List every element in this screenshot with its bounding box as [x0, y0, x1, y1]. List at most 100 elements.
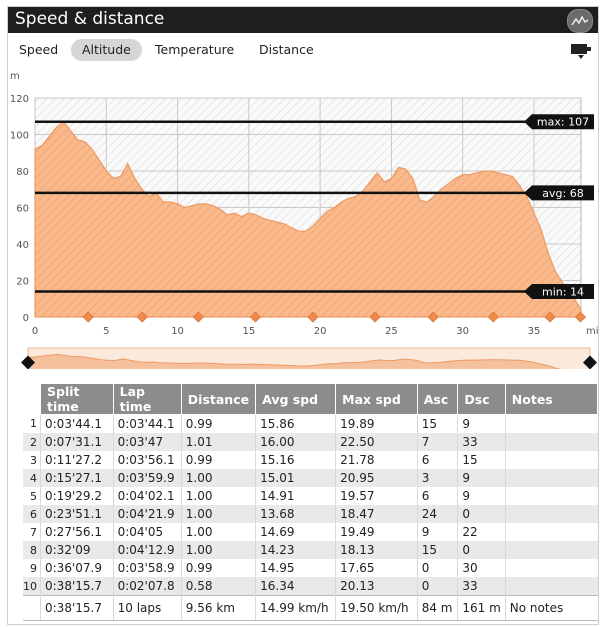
cell-split-time: 0:23'51.1	[40, 505, 114, 523]
header-notes[interactable]: Notes	[504, 383, 599, 415]
table-row[interactable]: 4 0:15'27.1 0:03'59.9 1.00 15.01 20.95 3 9	[23, 469, 598, 487]
x-tick-label: 30	[456, 326, 469, 337]
cell-dsc: 9	[457, 469, 506, 487]
altitude-chart: max: 107 avg: 68 min: 14 0 20 40 60 80 100 120 0…	[10, 71, 598, 370]
lap-marker[interactable]	[427, 311, 439, 323]
table-row[interactable]: 8 0:32'09 0:04'12.9 1.00 14.23 18.13 15 0	[23, 541, 598, 559]
cell-max-spd: 20.13	[335, 577, 418, 596]
y-tick-label: 60	[16, 204, 29, 215]
table-row[interactable]: 5 0:19'29.2 0:04'02.1 1.00 14.91 19.57 6 9	[23, 487, 598, 505]
cell-split-time: 0:07'31.1	[40, 433, 114, 451]
row-index: 3	[30, 453, 37, 467]
cell-lap-time: 0:03'44.1	[112, 414, 182, 433]
cell-asc: 9	[416, 523, 458, 541]
total-asc: 84 m	[416, 595, 458, 621]
export-icon[interactable]	[570, 42, 592, 60]
cell-distance: 1.00	[180, 487, 256, 505]
panel-title: Speed & distance	[15, 9, 165, 29]
tab-altitude[interactable]: Altitude	[71, 39, 142, 61]
cell-notes	[504, 487, 598, 505]
cell-asc: 3	[416, 469, 458, 487]
header-avg-spd[interactable]: Avg spd	[255, 383, 337, 415]
tab-speed[interactable]: Speed	[19, 42, 59, 57]
reference-label-box	[524, 283, 594, 299]
cell-distance: 1.00	[180, 505, 256, 523]
table-row[interactable]: 2 0:07'31.1 0:03'47 1.01 16.00 22.50 7 33	[23, 433, 598, 451]
cell-avg-spd: 14.91	[255, 487, 336, 505]
cell-max-spd: 19.89	[335, 414, 418, 433]
table-row[interactable]: 1 0:03'44.1 0:03'44.1 0.99 15.86 19.89 15 9	[23, 414, 598, 433]
table-header-row: Split time Lap time Distance Avg spd Max…	[23, 383, 599, 415]
range-handle-left[interactable]	[21, 355, 35, 370]
table-row[interactable]: 9 0:36'07.9 0:03'58.9 0.99 14.95 17.65 0 30	[23, 559, 598, 577]
cell-distance: 1.01	[180, 433, 256, 451]
header-lap-time[interactable]: Lap time	[112, 383, 182, 415]
cell-notes	[504, 414, 598, 433]
cell-split-time: 0:19'29.2	[40, 487, 114, 505]
cell-avg-spd: 15.01	[255, 469, 336, 487]
x-tick-label: 0	[32, 326, 38, 337]
range-handle-right[interactable]	[583, 355, 597, 370]
total-max-spd: 19.50 km/h	[335, 595, 418, 621]
row-index: 7	[30, 525, 37, 539]
cell-dsc: 33	[457, 433, 506, 451]
cell-dsc: 0	[457, 505, 506, 523]
header-split-time[interactable]: Split time	[40, 383, 114, 415]
header-max-spd[interactable]: Max spd	[335, 383, 418, 415]
tab-distance[interactable]: Distance	[259, 42, 314, 57]
cell-asc: 0	[416, 577, 458, 596]
lap-marker[interactable]	[249, 311, 261, 323]
altitude-area	[34, 120, 582, 318]
table-row[interactable]: 10 0:38'15.7 0:02'07.8 0.58 16.34 20.13 0 33	[23, 577, 598, 596]
lap-marker[interactable]	[574, 311, 586, 323]
cell-asc: 6	[416, 487, 458, 505]
header-asc[interactable]: Asc	[416, 383, 459, 415]
cell-dsc: 30	[457, 559, 506, 577]
y-tick-label: 100	[10, 131, 29, 142]
cell-avg-spd: 13.68	[255, 505, 336, 523]
reference-label: max: 107	[537, 116, 589, 129]
lap-marker[interactable]	[544, 311, 556, 323]
cell-lap-time: 0:03'47	[112, 433, 182, 451]
lap-marker[interactable]	[487, 311, 499, 323]
totals-row: 0:38'15.7 10 laps 9.56 km 14.99 km/h 19.50 k…	[23, 595, 598, 621]
header-distance[interactable]: Distance	[180, 383, 257, 415]
table-row[interactable]: 6 0:23'51.1 0:04'21.9 1.00 13.68 18.47 24 0	[23, 505, 598, 523]
cell-split-time: 0:38'15.7	[40, 577, 114, 596]
lap-marker[interactable]	[369, 311, 381, 323]
cell-split-time: 0:27'56.1	[40, 523, 114, 541]
table-row[interactable]: 3 0:11'27.2 0:03'56.1 0.99 15.16 21.78 6 15	[23, 451, 598, 469]
table-row[interactable]: 7 0:27'56.1 0:04'05 1.00 14.69 19.49 9 22	[23, 523, 598, 541]
cell-max-spd: 19.49	[335, 523, 418, 541]
lap-marker[interactable]	[192, 311, 204, 323]
header-dsc[interactable]: Dsc	[457, 383, 506, 415]
cell-dsc: 33	[457, 577, 506, 596]
cell-lap-time: 0:04'05	[112, 523, 182, 541]
row-index: 9	[30, 561, 37, 575]
cell-avg-spd: 14.69	[255, 523, 336, 541]
tab-temperature[interactable]: Temperature	[155, 42, 235, 57]
x-tick-label: 20	[314, 326, 327, 337]
x-tick-label: 10	[171, 326, 184, 337]
cell-notes	[504, 541, 598, 559]
cell-distance: 1.00	[180, 541, 256, 559]
cell-notes	[504, 505, 598, 523]
cell-distance: 1.00	[180, 523, 256, 541]
cell-asc: 7	[416, 433, 458, 451]
row-index: 2	[23, 433, 41, 451]
cell-split-time: 0:15'27.1	[40, 469, 114, 487]
cell-avg-spd: 16.34	[255, 577, 336, 596]
cell-distance: 0.58	[180, 577, 256, 596]
lap-marker[interactable]	[136, 311, 148, 323]
lap-marker[interactable]	[82, 311, 94, 323]
cell-max-spd: 21.78	[335, 451, 418, 469]
y-tick-label: 80	[16, 167, 29, 178]
cell-dsc: 15	[457, 451, 506, 469]
cell-distance: 0.99	[180, 414, 256, 433]
chart-icon[interactable]	[567, 9, 593, 33]
cell-split-time: 0:36'07.9	[40, 559, 114, 577]
x-tick-label: 5	[103, 326, 109, 337]
cell-split-time: 0:11'27.2	[40, 451, 114, 469]
overview-area	[27, 353, 561, 369]
lap-marker[interactable]	[307, 311, 319, 323]
